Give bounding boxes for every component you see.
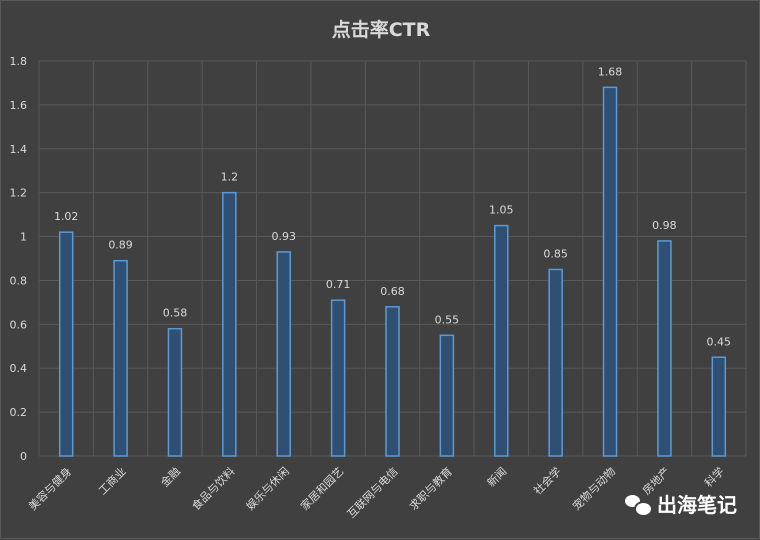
y-tick-label: 0.6 — [10, 318, 28, 331]
x-tick-label: 科学 — [701, 464, 726, 489]
bar — [711, 356, 727, 457]
data-label: 0.55 — [435, 313, 460, 326]
x-tick-label: 食品与饮料 — [189, 464, 238, 513]
data-label: 0.89 — [108, 239, 133, 252]
y-tick-label: 0.8 — [10, 274, 28, 287]
data-label: 1.02 — [54, 210, 79, 223]
data-label: 0.93 — [271, 230, 296, 243]
y-tick-label: 1.2 — [10, 187, 28, 200]
data-label: 0.98 — [652, 219, 677, 232]
y-tick-label: 1.8 — [10, 55, 28, 68]
bar — [167, 327, 183, 457]
x-tick-label: 美容与健身 — [26, 464, 75, 513]
bar — [439, 334, 455, 457]
y-tick-label: 1.4 — [10, 143, 28, 156]
data-label: 1.05 — [489, 204, 514, 217]
chart-title: 点击率CTR — [331, 19, 431, 41]
y-tick-label: 0 — [20, 450, 27, 463]
bar — [58, 231, 74, 457]
bar — [330, 299, 346, 457]
bar — [602, 86, 618, 457]
data-label: 1.2 — [221, 171, 239, 184]
x-tick-label: 社会学 — [531, 464, 564, 497]
x-tick-label: 工商业 — [95, 464, 128, 497]
wechat-icon — [625, 493, 653, 517]
bar — [385, 306, 400, 457]
x-tick-label: 金融 — [158, 464, 183, 489]
y-tick-label: 0.4 — [10, 362, 28, 375]
x-tick-label: 新闻 — [484, 464, 509, 489]
bar — [113, 259, 128, 457]
data-label: 1.68 — [598, 65, 623, 78]
bar — [657, 240, 672, 457]
bar — [548, 268, 563, 457]
watermark-text: 出海笔记 — [657, 493, 737, 517]
data-label: 0.85 — [543, 247, 568, 260]
data-label: 0.71 — [326, 278, 351, 291]
bar — [222, 191, 237, 457]
data-label: 0.58 — [163, 307, 188, 320]
bar — [494, 224, 509, 457]
data-label: 0.68 — [380, 285, 405, 298]
x-tick-label: 家居和园艺 — [297, 464, 346, 513]
data-label: 0.45 — [707, 335, 732, 348]
y-tick-label: 1.6 — [10, 99, 28, 112]
x-tick-label: 互联网与电信 — [345, 465, 401, 521]
watermark: 出海笔记 — [625, 489, 737, 518]
bar — [276, 251, 291, 457]
y-tick-label: 0.2 — [10, 406, 28, 419]
y-tick-label: 1 — [20, 231, 27, 244]
x-tick-label: 宠物与动物 — [569, 464, 618, 513]
x-tick-label: 求职与教育 — [406, 464, 455, 513]
x-tick-label: 娱乐与休闲 — [243, 464, 292, 513]
